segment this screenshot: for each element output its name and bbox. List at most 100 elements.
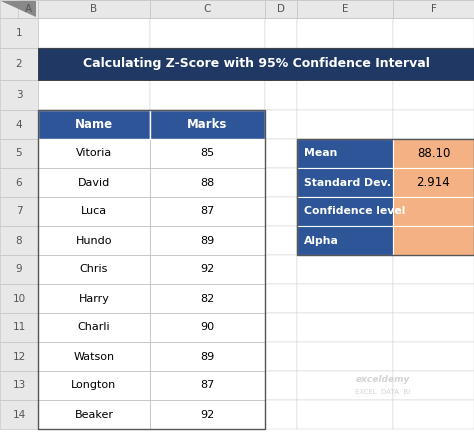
- Bar: [393, 110, 474, 139]
- Text: F: F: [430, 4, 437, 14]
- Bar: [0, 255, 38, 284]
- Bar: [265, 80, 297, 110]
- Bar: [265, 0, 297, 18]
- Bar: [297, 110, 393, 139]
- Bar: [297, 168, 393, 197]
- Bar: [38, 48, 150, 80]
- Text: 5: 5: [16, 149, 22, 158]
- Bar: [150, 48, 265, 80]
- Bar: [265, 18, 297, 48]
- Bar: [38, 400, 150, 429]
- Bar: [393, 313, 474, 342]
- Text: Calculating Z-Score with 95% Confidence Interval: Calculating Z-Score with 95% Confidence …: [82, 58, 429, 71]
- Text: Watson: Watson: [73, 352, 115, 362]
- Bar: [265, 342, 297, 371]
- Bar: [393, 400, 474, 429]
- Bar: [150, 80, 265, 110]
- Bar: [297, 255, 393, 284]
- Text: 10: 10: [12, 294, 26, 304]
- Bar: [18, 0, 38, 18]
- Bar: [297, 168, 393, 197]
- Bar: [297, 139, 393, 168]
- Bar: [38, 110, 150, 139]
- Bar: [38, 255, 150, 284]
- Bar: [265, 110, 297, 139]
- Text: 8: 8: [16, 236, 22, 246]
- Bar: [38, 110, 265, 429]
- Bar: [38, 313, 150, 342]
- Bar: [0, 80, 38, 110]
- Text: 89: 89: [201, 236, 215, 246]
- Bar: [265, 313, 297, 342]
- Bar: [38, 226, 150, 255]
- Bar: [150, 284, 265, 313]
- Text: B: B: [91, 4, 98, 14]
- Bar: [38, 342, 150, 371]
- Bar: [38, 110, 150, 139]
- Bar: [38, 18, 150, 48]
- Bar: [0, 197, 38, 226]
- Text: 7: 7: [16, 207, 22, 216]
- Bar: [38, 197, 150, 226]
- Bar: [0, 371, 38, 400]
- Text: Confidence level: Confidence level: [304, 207, 405, 216]
- Bar: [150, 226, 265, 255]
- Bar: [0, 342, 38, 371]
- Bar: [38, 197, 150, 226]
- Bar: [38, 139, 150, 168]
- Text: Luca: Luca: [81, 207, 107, 216]
- Text: E: E: [342, 4, 348, 14]
- Text: 88.10: 88.10: [417, 147, 450, 160]
- Bar: [393, 18, 474, 48]
- Bar: [297, 18, 393, 48]
- Text: 13: 13: [12, 381, 26, 391]
- Text: Longton: Longton: [72, 381, 117, 391]
- Bar: [297, 197, 393, 226]
- Bar: [150, 400, 265, 429]
- Bar: [38, 284, 150, 313]
- Bar: [150, 284, 265, 313]
- Text: 11: 11: [12, 323, 26, 333]
- Text: Alpha: Alpha: [304, 236, 339, 246]
- Text: A: A: [25, 4, 32, 14]
- Text: 4: 4: [16, 120, 22, 129]
- Bar: [297, 226, 393, 255]
- Text: 2: 2: [16, 59, 22, 69]
- Bar: [393, 0, 474, 18]
- Bar: [38, 284, 150, 313]
- Bar: [150, 226, 265, 255]
- Bar: [0, 284, 38, 313]
- Bar: [150, 400, 265, 429]
- Bar: [265, 255, 297, 284]
- Bar: [265, 226, 297, 255]
- Bar: [150, 110, 265, 139]
- Text: C: C: [204, 4, 211, 14]
- Text: Vitoria: Vitoria: [76, 149, 112, 158]
- Bar: [297, 80, 393, 110]
- Text: 90: 90: [201, 323, 215, 333]
- Text: Hundo: Hundo: [76, 236, 112, 246]
- Bar: [393, 342, 474, 371]
- Bar: [0, 110, 38, 139]
- Bar: [393, 139, 474, 168]
- Bar: [150, 255, 265, 284]
- Text: 2.914: 2.914: [417, 176, 450, 189]
- Bar: [150, 139, 265, 168]
- Text: 87: 87: [201, 381, 215, 391]
- Bar: [0, 18, 38, 48]
- Text: Beaker: Beaker: [74, 410, 113, 420]
- Bar: [38, 371, 150, 400]
- Text: 3: 3: [16, 90, 22, 100]
- Bar: [38, 48, 474, 80]
- Bar: [393, 255, 474, 284]
- Bar: [150, 139, 265, 168]
- Bar: [0, 48, 38, 80]
- Bar: [38, 168, 150, 197]
- Text: Name: Name: [75, 118, 113, 131]
- Text: 92: 92: [201, 265, 215, 275]
- Bar: [38, 371, 150, 400]
- Bar: [297, 48, 393, 80]
- Bar: [265, 400, 297, 429]
- Bar: [38, 342, 150, 371]
- Bar: [150, 0, 265, 18]
